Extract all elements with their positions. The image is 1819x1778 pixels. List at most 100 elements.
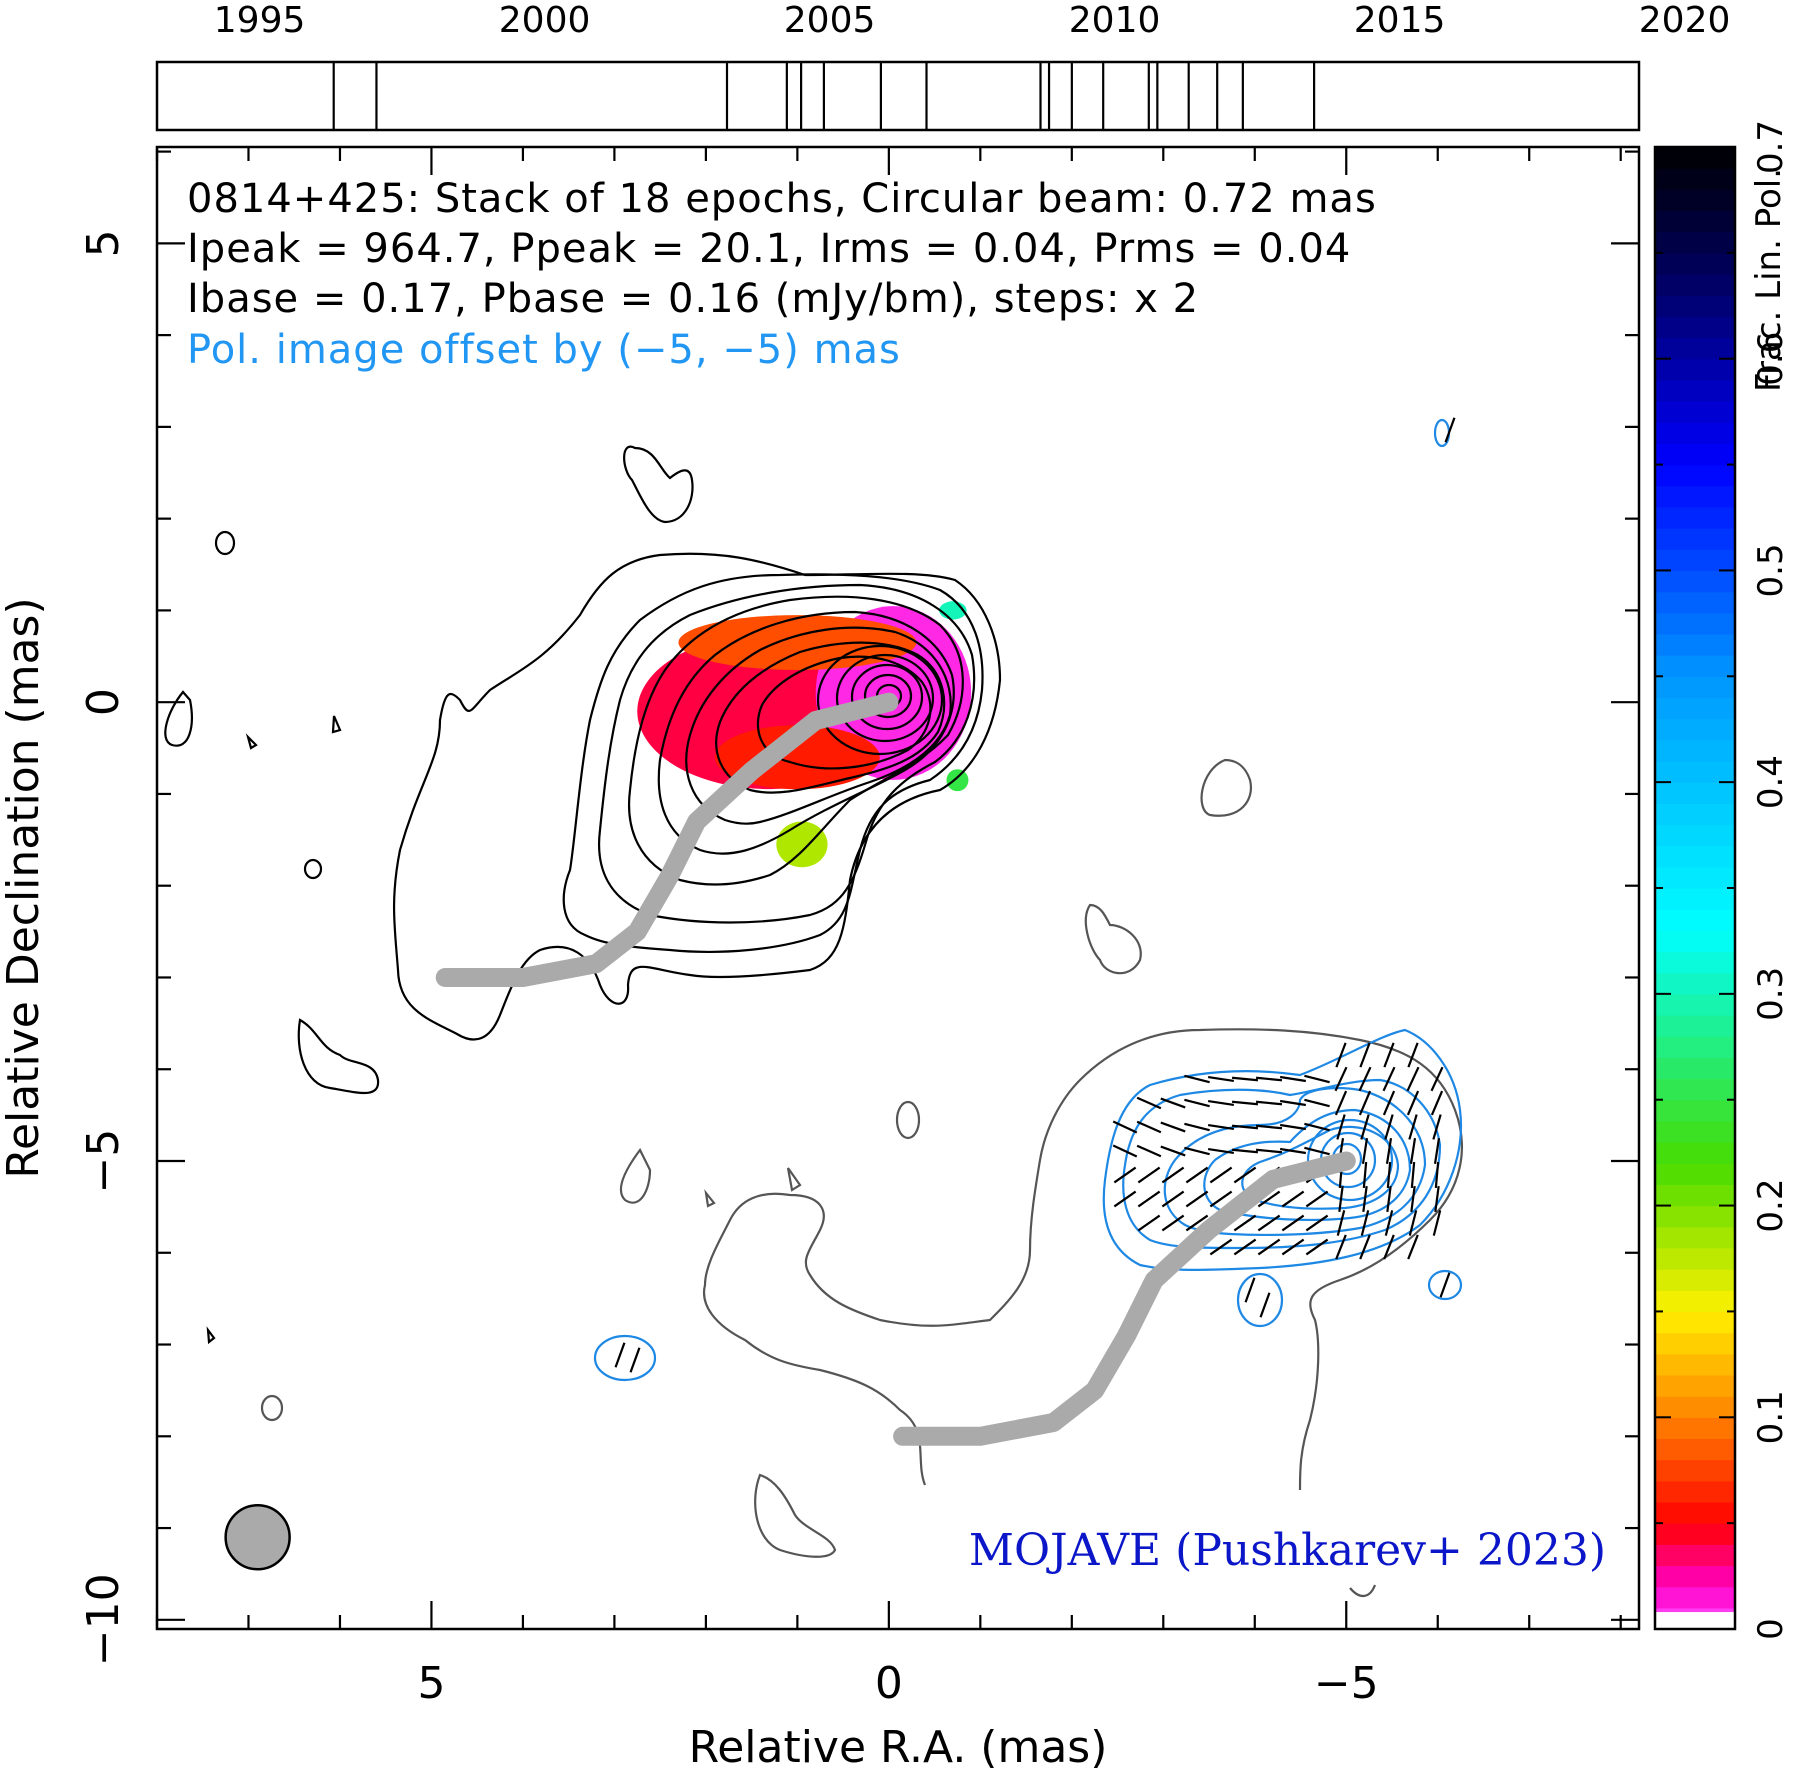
colorbar-cell: [1655, 1332, 1735, 1355]
colorbar-cell: [1655, 231, 1735, 254]
evpa-vector: [1233, 1166, 1257, 1184]
timeline-tick-label: 2000: [499, 0, 591, 41]
timeline-tick-label: 2015: [1354, 0, 1446, 41]
fracpol-patch: [678, 615, 917, 670]
stokes-i-contours: [164, 445, 1002, 1345]
y-tick-label: −10: [78, 1573, 129, 1666]
colorbar-cell: [1655, 803, 1735, 826]
evpa-vector: [1360, 1114, 1370, 1140]
colorbar-tick-label: 0.5: [1751, 543, 1791, 597]
evpa-vector: [1410, 1161, 1416, 1189]
contour-i-level-4: [628, 595, 964, 886]
evpa-vector: [1255, 1124, 1283, 1130]
colorbar-cell: [1655, 1205, 1735, 1228]
evpa-vector: [1233, 1214, 1257, 1232]
evpa-vector: [1136, 1096, 1162, 1110]
evpa-vector: [1279, 1075, 1307, 1083]
info-line-offset-note: Pol. image offset by (−5, −5) mas: [187, 327, 901, 373]
pol-contour-level-6: [1306, 1118, 1394, 1202]
evpa-vector: [1334, 1066, 1348, 1092]
offset-contour-i-outer: [702, 1028, 1463, 1491]
colorbar-cell: [1655, 443, 1735, 466]
evpa-vector: [1231, 1124, 1259, 1130]
colorbar-cell: [1655, 760, 1735, 783]
evpa-vector: [1408, 1114, 1418, 1140]
evpa-vector: [1444, 417, 1456, 443]
colorbar-cell: [1655, 1523, 1735, 1545]
colorbar-cell: [1655, 845, 1735, 868]
evpa-vector: [1257, 1214, 1281, 1232]
evpa-vector: [1113, 1166, 1137, 1184]
pol-jet-ridge-line: [893, 1151, 1356, 1446]
evpa-vector: [1137, 1166, 1161, 1184]
evpa-vector: [1383, 1234, 1395, 1260]
evpa-vector: [1160, 1145, 1186, 1157]
evpa-vector: [1430, 1090, 1444, 1116]
contour-i-level-12: [863, 673, 913, 719]
evpa-vector: [1231, 1100, 1259, 1106]
info-line-2: Ipeak = 964.7, Ppeak = 20.1, Irms = 0.04…: [187, 226, 1351, 272]
colorbar-cell: [1655, 972, 1735, 995]
colorbar-gradient: [1655, 147, 1735, 1630]
colorbar-cell: [1655, 1396, 1735, 1418]
evpa-vector: [1259, 1292, 1271, 1318]
colorbar-cell: [1655, 993, 1735, 1016]
evpa-vector: [1335, 1042, 1347, 1068]
evpa-vector: [1407, 1234, 1419, 1260]
evpa-vector: [1360, 1210, 1370, 1236]
timeline-frame: [155, 60, 1641, 132]
pol-contour-level-5: [1241, 1125, 1400, 1210]
colorbar-cell: [1655, 888, 1735, 910]
y-tick-labels: 5 0 −5 −10: [78, 229, 129, 1666]
evpa-vector: [1209, 1166, 1233, 1184]
x-tick-label: 0: [875, 1658, 903, 1709]
evpa-vector: [1304, 1074, 1330, 1084]
colorbar-cell: [1655, 951, 1735, 974]
evpa-vector: [1136, 1144, 1162, 1158]
contour-i-blob: [214, 530, 236, 556]
evpa-vector: [1336, 1114, 1346, 1140]
evpa-vector: [1434, 1185, 1440, 1213]
offset-contour-i-blob: [1200, 758, 1253, 817]
colorbar-cell: [1655, 697, 1735, 720]
evpa-vector: [1334, 1090, 1348, 1116]
evpa-vector: [1279, 1123, 1307, 1131]
offset-contour-i-blob: [619, 1147, 652, 1204]
colorbar-cell: [1655, 1544, 1735, 1567]
colorbar-cell: [1655, 1459, 1735, 1482]
evpa-vector: [1383, 1042, 1395, 1068]
contour-i-blob: [206, 1326, 216, 1345]
evpa-vector: [1209, 1190, 1233, 1208]
colorbar-cell: [1655, 1184, 1735, 1207]
contour-i-level-2: [562, 573, 984, 953]
colorbar-cell: [1655, 1226, 1735, 1249]
contour-i-level-7: [715, 641, 946, 794]
colorbar-cell: [1655, 464, 1735, 487]
contour-i-level-3: [598, 583, 976, 924]
colorbar-cell: [1655, 274, 1735, 296]
contour-i-blob: [297, 1018, 380, 1094]
contour-i-level-11: [850, 663, 924, 731]
offset-stokes-i-contours: [260, 758, 1463, 1597]
colorbar-cell: [1655, 528, 1735, 550]
contour-i-blob: [303, 858, 323, 880]
evpa-vector: [1434, 1161, 1440, 1189]
y-tick-label: 5: [78, 229, 129, 257]
colorbar-cell: [1655, 168, 1735, 190]
evpa-vector: [1185, 1166, 1209, 1184]
evpa-vector: [1255, 1076, 1283, 1082]
evpa-vector: [1439, 1272, 1451, 1298]
offset-contour-i-blob: [1084, 903, 1142, 975]
evpa-vector: [1112, 1144, 1138, 1158]
offset-contour-i-blob: [260, 1394, 284, 1422]
offset-contour-i-blob: [1349, 1584, 1377, 1597]
evpa-vector: [1358, 1090, 1372, 1116]
colorbar-cell: [1655, 189, 1735, 212]
evpa-vector: [1207, 1123, 1235, 1131]
evpa-vector: [1207, 1075, 1235, 1083]
colorbar-cell: [1655, 782, 1735, 804]
colorbar-cell: [1655, 1036, 1735, 1058]
evpa-vector: [1160, 1121, 1186, 1133]
axis-ticks: [155, 147, 1639, 1629]
